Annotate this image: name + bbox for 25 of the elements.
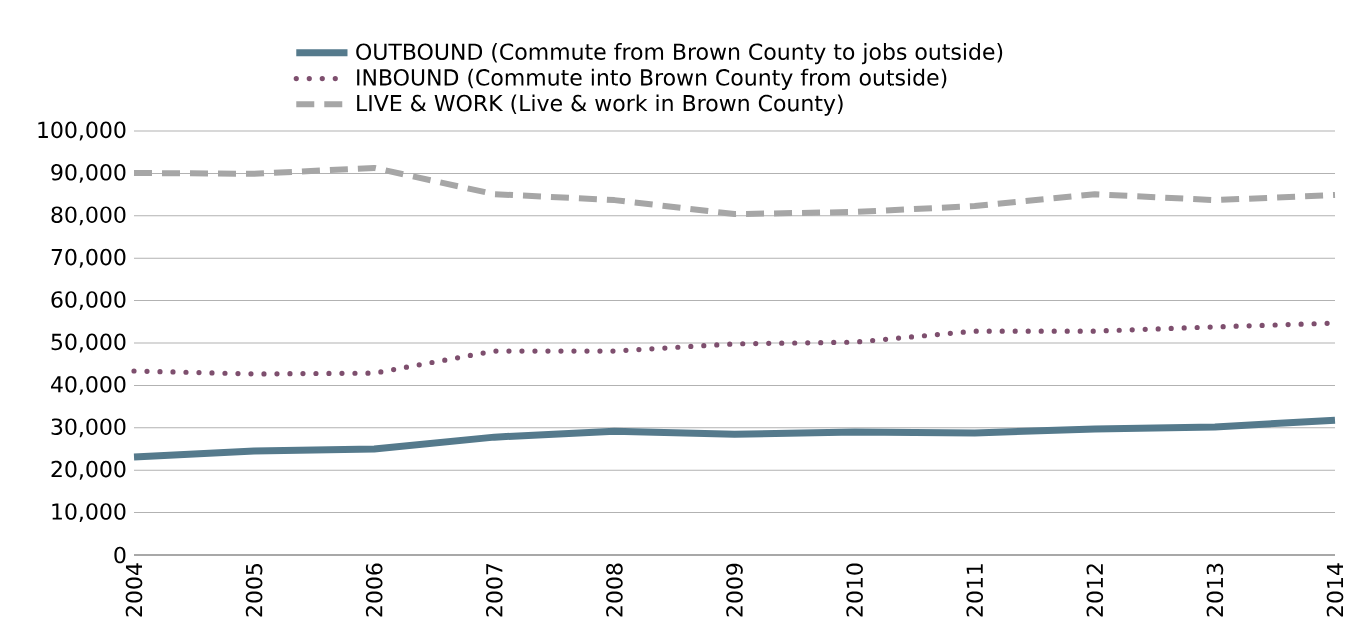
y-tick-label: 80,000	[51, 206, 126, 226]
x-tick-label: 2011	[966, 564, 984, 617]
legend-label: OUTBOUND (Commute from Brown County to jobs outside)	[356, 42, 1003, 65]
x-tick-label: 2006	[365, 563, 383, 617]
y-tick-label: 50,000	[51, 333, 126, 353]
x-tick-label: 2004	[125, 563, 143, 617]
legend-label: INBOUND (Commute into Brown County from outside)	[357, 68, 947, 90]
y-tick-label: 100,000	[38, 121, 126, 141]
y-tick-label: 90,000	[51, 163, 126, 183]
x-tick-label: 2010	[846, 563, 863, 617]
x-tick-label: 2008	[606, 563, 623, 617]
legend-label: LIVE & WORK (Live & work in Brown County)	[357, 94, 843, 116]
x-tick-label: 2014	[1326, 563, 1344, 617]
y-tick-label: 70,000	[51, 248, 126, 268]
x-tick-label: 2012	[1086, 564, 1104, 617]
y-tick-label: 60,000	[51, 291, 126, 311]
y-tick-label: 30,000	[51, 418, 126, 438]
y-tick-label: 10,000	[52, 503, 126, 523]
x-tick-label: 2005	[245, 564, 263, 617]
x-tick-label: 2013	[1206, 563, 1224, 617]
x-tick-label: 2007	[486, 563, 503, 617]
x-tick-label: 2009	[726, 563, 743, 617]
y-tick-label: 0	[114, 546, 126, 564]
y-tick-label: 40,000	[51, 375, 126, 395]
y-tick-label: 20,000	[51, 460, 126, 480]
